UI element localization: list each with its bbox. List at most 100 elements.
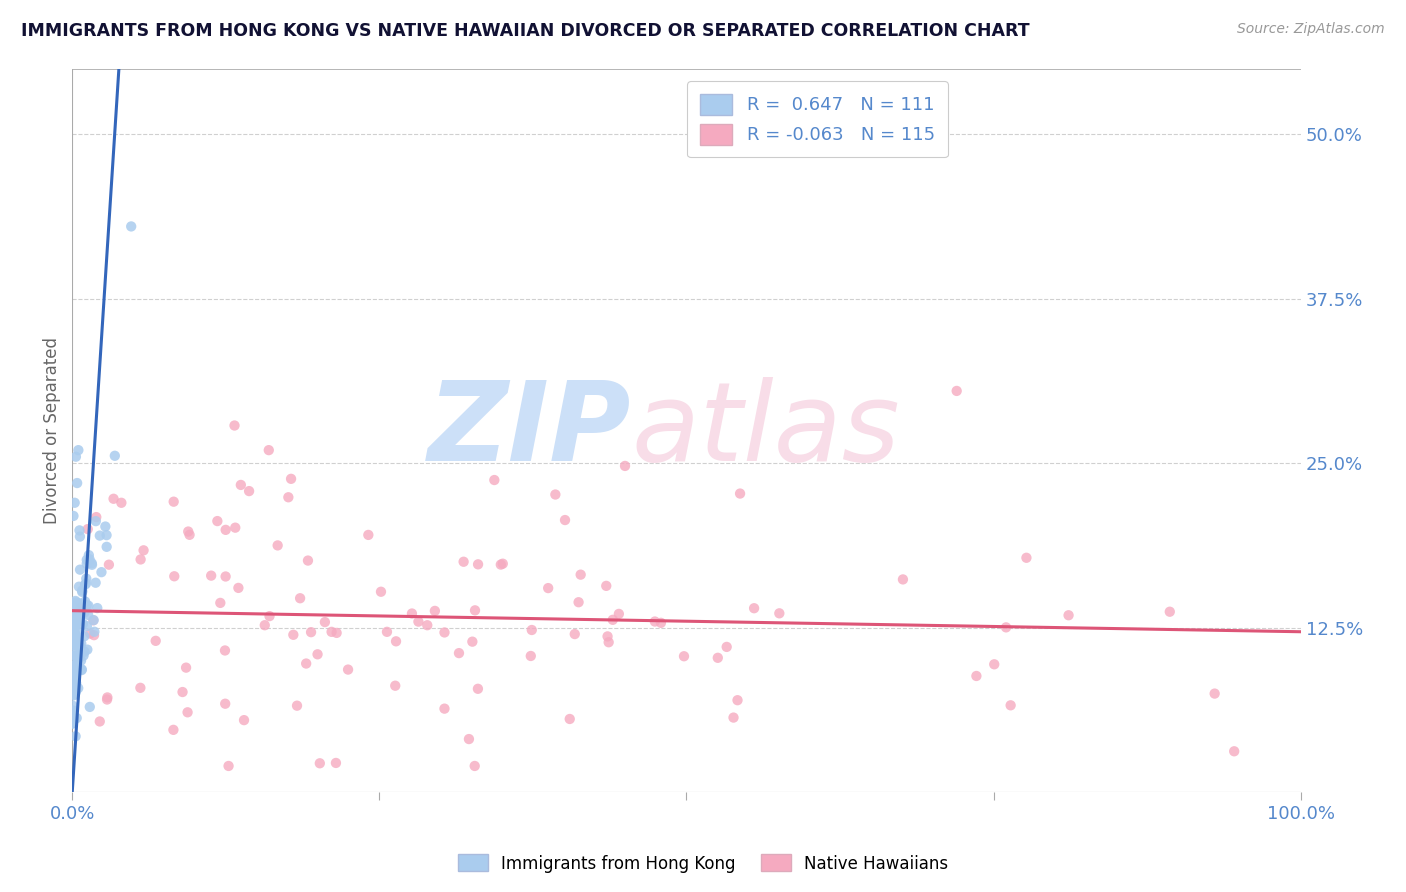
Point: [62, 668, 84, 682]
Point: [83, 628, 105, 642]
Point: [84, 575, 107, 590]
Point: [163, 569, 186, 583]
Point: [596, 629, 619, 643]
Point: [66, 608, 89, 623]
Point: [280, 472, 302, 486]
Point: [63, 659, 86, 673]
Point: [492, 557, 515, 571]
Point: [66, 657, 89, 671]
Point: [70, 662, 93, 676]
Point: [983, 657, 1005, 672]
Point: [66, 631, 89, 645]
Point: [461, 634, 484, 648]
Point: [176, 706, 198, 720]
Point: [69, 524, 91, 538]
Point: [259, 609, 281, 624]
Point: [464, 759, 486, 773]
Point: [370, 584, 392, 599]
Point: [120, 219, 142, 234]
Point: [129, 681, 152, 695]
Point: [484, 473, 506, 487]
Point: [408, 615, 430, 629]
Point: [76, 598, 98, 612]
Point: [945, 384, 967, 398]
Point: [63, 688, 86, 702]
Text: ZIP: ZIP: [427, 377, 631, 483]
Point: [384, 679, 406, 693]
Point: [607, 607, 630, 621]
Point: [537, 581, 560, 595]
Point: [177, 524, 200, 539]
Point: [716, 640, 738, 654]
Point: [433, 625, 456, 640]
Point: [104, 449, 127, 463]
Point: [96, 690, 118, 705]
Point: [83, 613, 105, 627]
Point: [66, 711, 89, 725]
Point: [554, 513, 576, 527]
Point: [253, 618, 276, 632]
Point: [66, 659, 89, 673]
Point: [70, 637, 93, 651]
Point: [77, 548, 100, 562]
Point: [65, 629, 87, 643]
Point: [60, 636, 83, 650]
Point: [209, 596, 232, 610]
Point: [65, 681, 87, 696]
Point: [314, 615, 336, 629]
Point: [62, 599, 84, 614]
Point: [79, 700, 101, 714]
Point: [62, 711, 84, 725]
Point: [76, 642, 98, 657]
Point: [672, 649, 695, 664]
Point: [214, 643, 236, 657]
Point: [65, 616, 87, 631]
Point: [1204, 687, 1226, 701]
Point: [70, 663, 93, 677]
Point: [65, 648, 87, 663]
Point: [458, 732, 481, 747]
Point: [80, 558, 103, 572]
Point: [67, 631, 90, 645]
Point: [464, 603, 486, 617]
Point: [75, 572, 97, 586]
Point: [325, 626, 347, 640]
Point: [69, 640, 91, 654]
Point: [569, 567, 592, 582]
Point: [207, 514, 229, 528]
Point: [214, 569, 236, 583]
Point: [66, 476, 89, 491]
Point: [103, 491, 125, 506]
Point: [69, 530, 91, 544]
Point: [965, 669, 987, 683]
Point: [63, 621, 86, 635]
Point: [75, 594, 97, 608]
Point: [62, 603, 84, 617]
Point: [453, 555, 475, 569]
Point: [1223, 744, 1246, 758]
Point: [89, 528, 111, 542]
Point: [80, 556, 103, 570]
Point: [94, 519, 117, 533]
Point: [69, 596, 91, 610]
Point: [423, 604, 446, 618]
Point: [73, 645, 96, 659]
Point: [200, 568, 222, 582]
Point: [995, 620, 1018, 634]
Point: [707, 650, 730, 665]
Point: [728, 486, 751, 500]
Point: [97, 558, 120, 572]
Point: [70, 607, 93, 621]
Point: [433, 701, 456, 715]
Point: [70, 583, 93, 598]
Point: [62, 632, 84, 647]
Point: [67, 651, 90, 665]
Point: [62, 671, 84, 685]
Point: [558, 712, 581, 726]
Point: [62, 675, 84, 690]
Point: [295, 657, 318, 671]
Point: [401, 607, 423, 621]
Point: [224, 418, 246, 433]
Point: [79, 552, 101, 566]
Point: [62, 689, 84, 703]
